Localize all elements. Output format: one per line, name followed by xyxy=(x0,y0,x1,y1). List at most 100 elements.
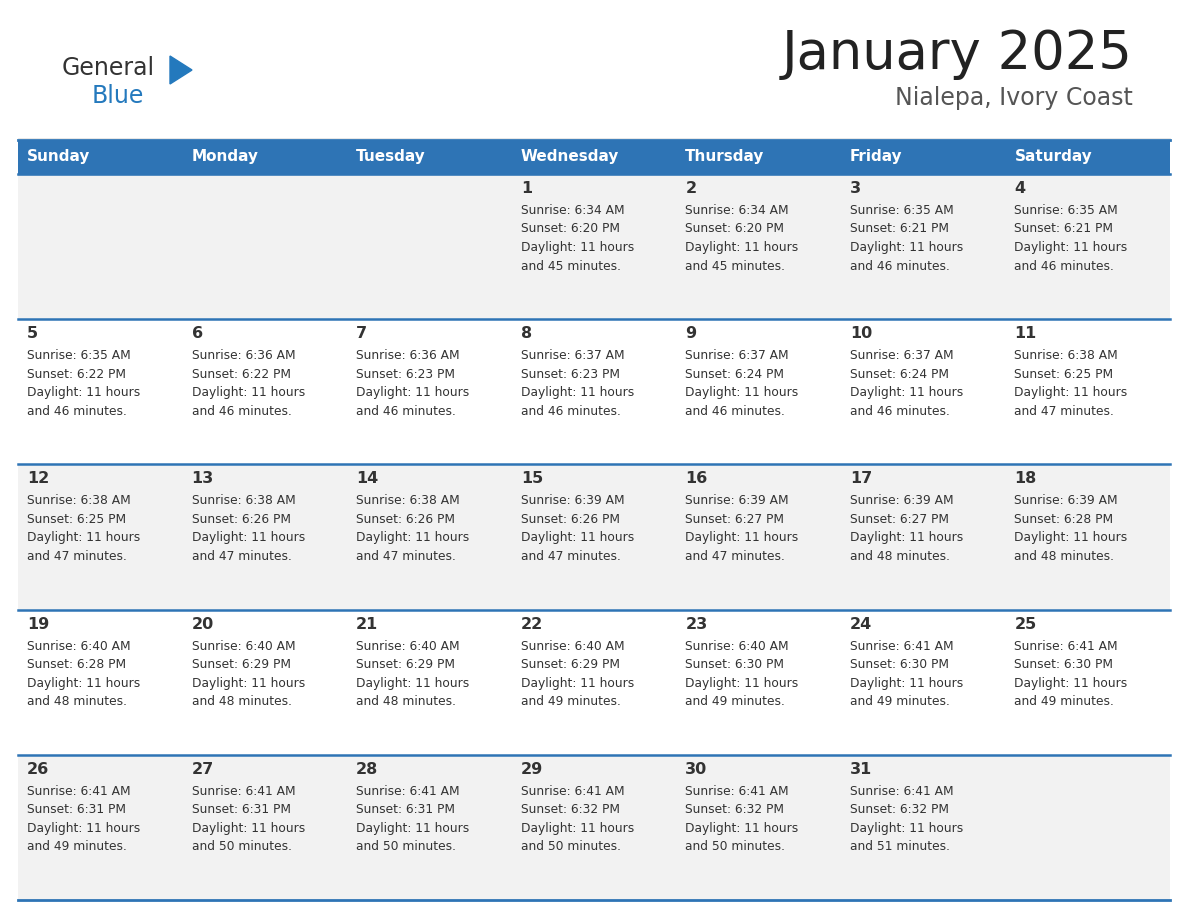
Text: Daylight: 11 hours: Daylight: 11 hours xyxy=(1015,532,1127,544)
Text: Daylight: 11 hours: Daylight: 11 hours xyxy=(685,241,798,254)
Text: Sunset: 6:32 PM: Sunset: 6:32 PM xyxy=(685,803,784,816)
Text: Daylight: 11 hours: Daylight: 11 hours xyxy=(849,677,963,689)
Text: Daylight: 11 hours: Daylight: 11 hours xyxy=(191,677,305,689)
Text: Daylight: 11 hours: Daylight: 11 hours xyxy=(685,532,798,544)
Text: Sunrise: 6:35 AM: Sunrise: 6:35 AM xyxy=(27,349,131,363)
Text: 21: 21 xyxy=(356,617,379,632)
Text: Sunset: 6:24 PM: Sunset: 6:24 PM xyxy=(685,368,784,381)
Text: Sunset: 6:20 PM: Sunset: 6:20 PM xyxy=(520,222,620,236)
Text: Daylight: 11 hours: Daylight: 11 hours xyxy=(685,822,798,834)
Text: Sunrise: 6:41 AM: Sunrise: 6:41 AM xyxy=(849,640,954,653)
Bar xyxy=(18,755,1170,900)
Text: 3: 3 xyxy=(849,181,861,196)
Text: Sunset: 6:31 PM: Sunset: 6:31 PM xyxy=(191,803,291,816)
Text: Saturday: Saturday xyxy=(1015,150,1092,164)
Text: and 47 minutes.: and 47 minutes. xyxy=(191,550,291,563)
Text: and 46 minutes.: and 46 minutes. xyxy=(849,260,949,273)
Text: Sunrise: 6:35 AM: Sunrise: 6:35 AM xyxy=(1015,204,1118,217)
Text: and 47 minutes.: and 47 minutes. xyxy=(685,550,785,563)
Text: and 50 minutes.: and 50 minutes. xyxy=(520,840,620,854)
Text: Sunset: 6:25 PM: Sunset: 6:25 PM xyxy=(1015,368,1113,381)
Text: 9: 9 xyxy=(685,326,696,341)
Text: Daylight: 11 hours: Daylight: 11 hours xyxy=(1015,677,1127,689)
Text: 14: 14 xyxy=(356,472,379,487)
Text: Sunset: 6:27 PM: Sunset: 6:27 PM xyxy=(849,513,949,526)
Text: 26: 26 xyxy=(27,762,49,777)
Text: 2: 2 xyxy=(685,181,696,196)
Text: 30: 30 xyxy=(685,762,708,777)
Text: Sunrise: 6:39 AM: Sunrise: 6:39 AM xyxy=(849,495,954,508)
Text: and 45 minutes.: and 45 minutes. xyxy=(685,260,785,273)
Text: Sunrise: 6:38 AM: Sunrise: 6:38 AM xyxy=(191,495,296,508)
Text: Sunset: 6:21 PM: Sunset: 6:21 PM xyxy=(1015,222,1113,236)
Text: 19: 19 xyxy=(27,617,49,632)
Text: 29: 29 xyxy=(520,762,543,777)
Text: 16: 16 xyxy=(685,472,708,487)
Text: and 51 minutes.: and 51 minutes. xyxy=(849,840,950,854)
Text: Sunrise: 6:37 AM: Sunrise: 6:37 AM xyxy=(849,349,954,363)
Text: Daylight: 11 hours: Daylight: 11 hours xyxy=(685,386,798,399)
Text: Sunrise: 6:41 AM: Sunrise: 6:41 AM xyxy=(1015,640,1118,653)
Text: 5: 5 xyxy=(27,326,38,341)
Text: and 46 minutes.: and 46 minutes. xyxy=(685,405,785,418)
Text: Sunrise: 6:41 AM: Sunrise: 6:41 AM xyxy=(356,785,460,798)
Bar xyxy=(18,465,1170,610)
Text: Sunrise: 6:36 AM: Sunrise: 6:36 AM xyxy=(191,349,295,363)
Text: 24: 24 xyxy=(849,617,872,632)
Text: Sunrise: 6:41 AM: Sunrise: 6:41 AM xyxy=(685,785,789,798)
Text: 15: 15 xyxy=(520,472,543,487)
Text: Sunrise: 6:37 AM: Sunrise: 6:37 AM xyxy=(685,349,789,363)
Text: Sunrise: 6:39 AM: Sunrise: 6:39 AM xyxy=(1015,495,1118,508)
Text: General: General xyxy=(62,56,156,80)
Text: and 48 minutes.: and 48 minutes. xyxy=(356,695,456,708)
Text: Sunset: 6:32 PM: Sunset: 6:32 PM xyxy=(849,803,949,816)
Text: 17: 17 xyxy=(849,472,872,487)
Text: Sunset: 6:30 PM: Sunset: 6:30 PM xyxy=(1015,658,1113,671)
Text: Daylight: 11 hours: Daylight: 11 hours xyxy=(849,241,963,254)
Text: and 50 minutes.: and 50 minutes. xyxy=(356,840,456,854)
Text: Sunset: 6:31 PM: Sunset: 6:31 PM xyxy=(356,803,455,816)
Text: and 46 minutes.: and 46 minutes. xyxy=(520,405,620,418)
Text: 11: 11 xyxy=(1015,326,1037,341)
Bar xyxy=(18,174,1170,319)
Text: Monday: Monday xyxy=(191,150,259,164)
Text: Sunrise: 6:38 AM: Sunrise: 6:38 AM xyxy=(27,495,131,508)
Text: Daylight: 11 hours: Daylight: 11 hours xyxy=(356,677,469,689)
Text: Sunrise: 6:40 AM: Sunrise: 6:40 AM xyxy=(520,640,625,653)
Text: Sunset: 6:31 PM: Sunset: 6:31 PM xyxy=(27,803,126,816)
Text: Daylight: 11 hours: Daylight: 11 hours xyxy=(520,677,634,689)
Text: Daylight: 11 hours: Daylight: 11 hours xyxy=(1015,386,1127,399)
Text: 25: 25 xyxy=(1015,617,1037,632)
Text: 20: 20 xyxy=(191,617,214,632)
Text: 23: 23 xyxy=(685,617,708,632)
Text: January 2025: January 2025 xyxy=(782,28,1133,80)
Text: Blue: Blue xyxy=(91,84,145,108)
Text: Daylight: 11 hours: Daylight: 11 hours xyxy=(685,677,798,689)
Text: Daylight: 11 hours: Daylight: 11 hours xyxy=(27,677,140,689)
Text: Sunrise: 6:39 AM: Sunrise: 6:39 AM xyxy=(685,495,789,508)
Text: and 49 minutes.: and 49 minutes. xyxy=(1015,695,1114,708)
Text: and 49 minutes.: and 49 minutes. xyxy=(520,695,620,708)
Text: Thursday: Thursday xyxy=(685,150,765,164)
Text: Sunset: 6:21 PM: Sunset: 6:21 PM xyxy=(849,222,949,236)
Text: Sunset: 6:30 PM: Sunset: 6:30 PM xyxy=(685,658,784,671)
Text: Sunset: 6:30 PM: Sunset: 6:30 PM xyxy=(849,658,949,671)
Text: 1: 1 xyxy=(520,181,532,196)
Text: Sunset: 6:28 PM: Sunset: 6:28 PM xyxy=(1015,513,1113,526)
Text: Sunset: 6:28 PM: Sunset: 6:28 PM xyxy=(27,658,126,671)
Text: and 45 minutes.: and 45 minutes. xyxy=(520,260,620,273)
Text: Sunset: 6:29 PM: Sunset: 6:29 PM xyxy=(520,658,620,671)
Text: Sunrise: 6:40 AM: Sunrise: 6:40 AM xyxy=(191,640,295,653)
Text: Sunset: 6:22 PM: Sunset: 6:22 PM xyxy=(27,368,126,381)
Bar xyxy=(18,610,1170,755)
Text: Sunrise: 6:40 AM: Sunrise: 6:40 AM xyxy=(27,640,131,653)
Text: Sunrise: 6:40 AM: Sunrise: 6:40 AM xyxy=(685,640,789,653)
Text: Sunset: 6:26 PM: Sunset: 6:26 PM xyxy=(520,513,620,526)
Text: Sunrise: 6:35 AM: Sunrise: 6:35 AM xyxy=(849,204,954,217)
Text: Sunrise: 6:34 AM: Sunrise: 6:34 AM xyxy=(685,204,789,217)
Text: and 46 minutes.: and 46 minutes. xyxy=(27,405,127,418)
Text: 8: 8 xyxy=(520,326,532,341)
Text: Sunset: 6:22 PM: Sunset: 6:22 PM xyxy=(191,368,291,381)
Text: Daylight: 11 hours: Daylight: 11 hours xyxy=(1015,241,1127,254)
Text: Sunrise: 6:38 AM: Sunrise: 6:38 AM xyxy=(1015,349,1118,363)
